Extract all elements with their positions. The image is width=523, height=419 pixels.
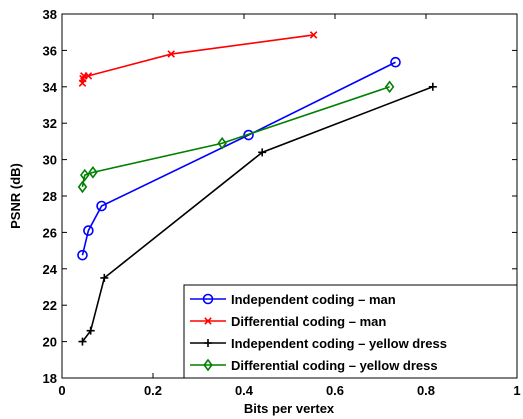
- series-4: [77, 80, 395, 194]
- data-point: [80, 168, 90, 182]
- y-tick-label: 28: [43, 189, 57, 204]
- legend-label: Differential coding – yellow dress: [231, 358, 438, 373]
- y-axis-title: PSNR (dB): [8, 163, 23, 229]
- legend-label: Differential coding – man: [231, 314, 386, 329]
- data-point: [83, 225, 94, 236]
- data-point: [309, 31, 318, 39]
- x-tick-label: 1: [513, 383, 520, 398]
- legend-entry: Independent coding – yellow dress: [190, 336, 447, 351]
- series-2: [78, 31, 318, 87]
- data-point: [96, 200, 107, 212]
- data-point: [77, 180, 88, 194]
- legend-marker: [203, 358, 213, 372]
- y-tick-label: 36: [43, 43, 57, 58]
- data-point: [390, 56, 401, 68]
- data-point: [217, 136, 227, 150]
- data-point: [88, 166, 98, 179]
- series-line: [81, 61, 396, 256]
- series-layer: [77, 31, 437, 346]
- y-tick-label: 38: [43, 7, 57, 22]
- x-tick-label: 0.8: [417, 383, 435, 398]
- x-tick-label: 0.4: [235, 383, 254, 398]
- legend-marker: [204, 339, 212, 347]
- x-tick-label: 0: [58, 383, 65, 398]
- y-tick-label: 22: [43, 298, 57, 313]
- data-point: [258, 148, 267, 157]
- legend-marker: [202, 293, 214, 305]
- data-point: [167, 50, 175, 58]
- legend-entry: Differential coding – man: [190, 314, 386, 329]
- legend: Independent coding – man Differential cod…: [183, 284, 518, 379]
- legend-label: Independent coding – yellow dress: [231, 336, 447, 351]
- data-point: [100, 273, 109, 282]
- data-point: [77, 249, 88, 261]
- x-tick-label: 0.6: [326, 383, 344, 398]
- y-tick-label: 34: [43, 80, 58, 95]
- y-tick-label: 24: [43, 262, 58, 277]
- y-tick-label: 32: [43, 116, 57, 131]
- y-tick-label: 18: [43, 371, 57, 386]
- data-point: [78, 337, 87, 346]
- y-tick-label: 30: [43, 153, 57, 168]
- series-3: [78, 82, 437, 346]
- x-tick-label: 0.2: [144, 383, 162, 398]
- x-axis-title: Bits per vertex: [244, 401, 335, 416]
- axis-tick-labels: 0 0.2 0.4 0.6 0.8 1 18 20 22 24 26 28 30 32 34 36 38: [43, 7, 521, 398]
- y-tick-label: 20: [43, 335, 57, 350]
- legend-marker: [204, 317, 212, 325]
- legend-entry: Independent coding – man: [190, 292, 396, 307]
- y-tick-label: 26: [43, 225, 57, 240]
- legend-label: Independent coding – man: [231, 292, 396, 307]
- legend-box: [183, 284, 518, 379]
- legend-entry: Differential coding – yellow dress: [190, 358, 438, 373]
- data-point: [86, 326, 95, 335]
- series-1: [77, 56, 401, 261]
- data-point: [428, 82, 437, 91]
- data-point: [84, 72, 93, 80]
- data-point: [384, 80, 395, 94]
